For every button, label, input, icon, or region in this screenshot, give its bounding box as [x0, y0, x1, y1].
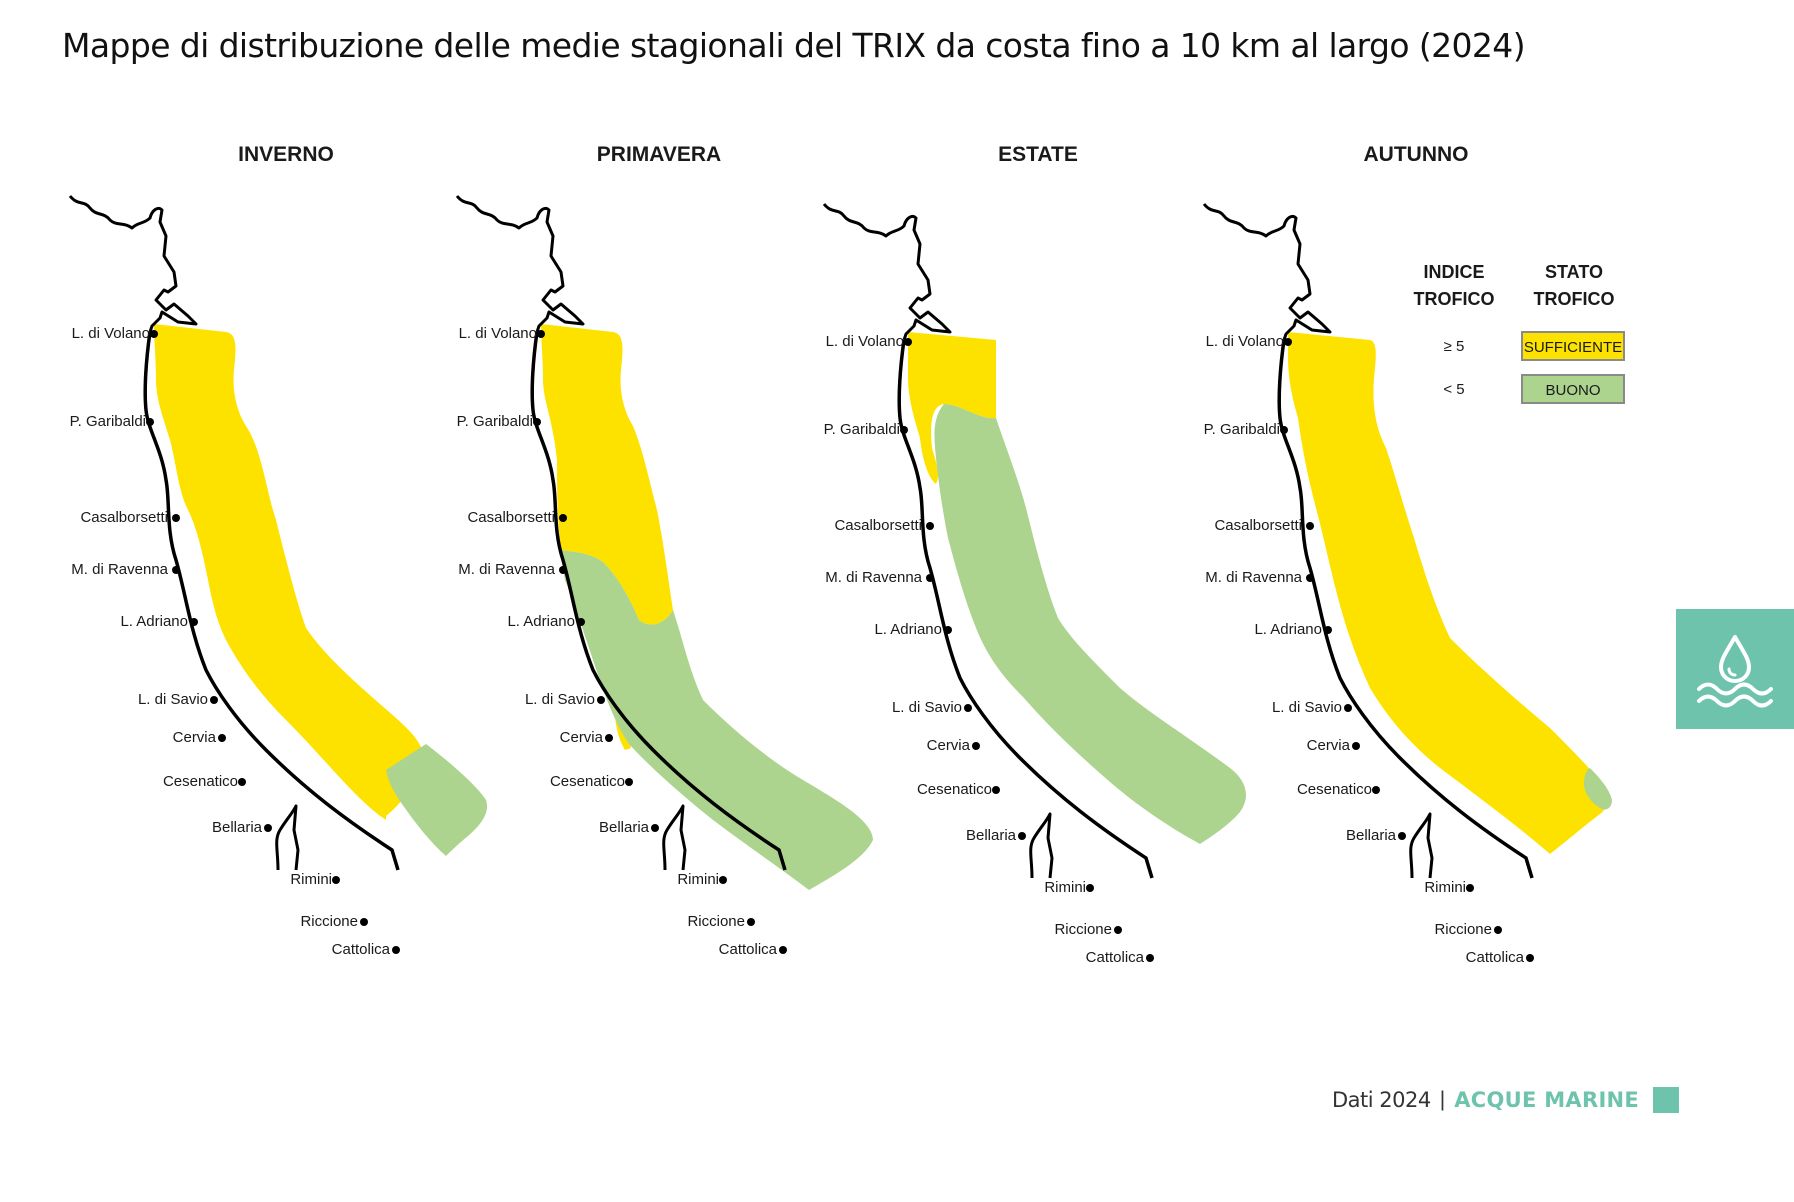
town-label: L. di Savio — [525, 691, 595, 708]
town-label: P. Garibaldi — [824, 421, 900, 438]
town-label: M. di Ravenna — [71, 561, 168, 578]
season-title-autunno: AUTUNNO — [1364, 143, 1469, 166]
town-label: L. di Volano — [459, 325, 537, 342]
map-panel-primavera: PRIMAVERA L. di Volano P. Garibaldi Casa… — [455, 143, 873, 958]
trix-zone-buono — [386, 744, 488, 856]
town-label: Casalborsetti — [467, 509, 555, 526]
town-label: M. di Ravenna — [825, 569, 922, 586]
town-label: Bellaria — [1346, 827, 1397, 844]
town-label: Cesenatico — [550, 773, 625, 790]
legend-index-value: < 5 — [1443, 381, 1464, 398]
page-title: Mappe di distribuzione delle medie stagi… — [62, 26, 1526, 65]
town-label: P. Garibaldi — [1204, 421, 1280, 438]
town-label: M. di Ravenna — [1205, 569, 1302, 586]
town-labels: L. di Volano P. Garibaldi Casalborsetti … — [70, 325, 391, 958]
town-label: Rimini — [1424, 879, 1466, 896]
legend-state-header: TROFICO — [1534, 289, 1615, 309]
trix-zone-buono — [561, 550, 873, 890]
trix-zone-sufficiente — [541, 324, 673, 625]
footer-year: Dati 2024 — [1332, 1088, 1431, 1112]
town-label: Rimini — [677, 871, 719, 888]
town-label: Cattolica — [332, 941, 391, 958]
town-label: Cervia — [1307, 737, 1351, 754]
town-label: M. di Ravenna — [458, 561, 555, 578]
season-title-primavera: PRIMAVERA — [597, 143, 721, 166]
footer: Dati 2024 | ACQUE MARINE — [1332, 1086, 1680, 1114]
town-label: L. Adriano — [874, 621, 942, 638]
town-label: Cattolica — [1466, 949, 1525, 966]
legend-state-header: STATO — [1545, 262, 1603, 282]
town-label: Cervia — [560, 729, 604, 746]
town-label: Cervia — [927, 737, 971, 754]
town-label: L. Adriano — [1254, 621, 1322, 638]
town-label: Cesenatico — [1297, 781, 1372, 798]
footer-section-link[interactable]: ACQUE MARINE — [1454, 1088, 1640, 1112]
town-label: Rimini — [290, 871, 332, 888]
town-label: P. Garibaldi — [70, 413, 146, 430]
legend-index-header: TROFICO — [1414, 289, 1495, 309]
trix-zone-buono — [934, 404, 1246, 844]
trix-zone-sufficiente — [154, 324, 425, 820]
section-tab[interactable] — [1676, 609, 1794, 729]
map-panel-estate: ESTATE L. di Volano P. Garibaldi Casalbo… — [822, 143, 1246, 966]
town-label: Cattolica — [1086, 949, 1145, 966]
town-label: L. di Savio — [1272, 699, 1342, 716]
legend-swatch-sufficiente — [1521, 331, 1625, 361]
town-label: L. di Volano — [826, 333, 904, 350]
town-label: Bellaria — [212, 819, 263, 836]
town-label: L. Adriano — [120, 613, 188, 630]
legend-index-header: INDICE — [1423, 262, 1484, 282]
town-label: L. di Savio — [892, 699, 962, 716]
town-label: Cesenatico — [163, 773, 238, 790]
town-label: L. Adriano — [507, 613, 575, 630]
season-title-estate: ESTATE — [998, 143, 1078, 166]
map-panel-inverno: INVERNO L. di Volano P. Garibaldi Casalb… — [68, 143, 488, 958]
season-title-inverno: INVERNO — [238, 143, 334, 166]
town-label: Rimini — [1044, 879, 1086, 896]
legend-index-value: ≥ 5 — [1444, 338, 1465, 355]
town-label: Riccione — [687, 913, 745, 930]
trix-zone-sufficiente — [908, 332, 996, 484]
town-labels: L. di Volano P. Garibaldi Casalborsetti … — [824, 333, 1145, 966]
town-label: L. di Savio — [138, 691, 208, 708]
town-label: Bellaria — [966, 827, 1017, 844]
map-panel-autunno: AUTUNNO L. di Volano P. Garibaldi Casalb… — [1202, 143, 1625, 966]
town-label: Casalborsetti — [80, 509, 168, 526]
town-label: Riccione — [1054, 921, 1112, 938]
legend-state-label: BUONO — [1545, 382, 1600, 399]
town-label: Riccione — [300, 913, 358, 930]
town-label: L. di Volano — [72, 325, 150, 342]
footer-square-marker — [1653, 1087, 1680, 1113]
town-label: P. Garibaldi — [457, 413, 533, 430]
town-label: Casalborsetti — [834, 517, 922, 534]
town-labels: L. di Volano P. Garibaldi Casalborsetti … — [1204, 333, 1525, 966]
footer-separator: | — [1439, 1088, 1446, 1111]
town-label: L. di Volano — [1206, 333, 1284, 350]
town-labels: L. di Volano P. Garibaldi Casalborsetti … — [457, 325, 778, 958]
legend-state-label: SUFFICIENTE — [1524, 339, 1622, 356]
town-label: Riccione — [1434, 921, 1492, 938]
town-label: Cervia — [173, 729, 217, 746]
trix-zone-buono — [1584, 768, 1612, 810]
town-label: Cattolica — [719, 941, 778, 958]
town-label: Casalborsetti — [1214, 517, 1302, 534]
trix-zone-sufficiente — [1288, 332, 1608, 854]
town-label: Cesenatico — [917, 781, 992, 798]
water-drop-waves-icon — [1697, 635, 1773, 708]
legend: INDICE TROFICO STATO TROFICO ≥ 5 SUFFICI… — [1414, 262, 1625, 404]
town-label: Bellaria — [599, 819, 650, 836]
trix-season-maps: INVERNO L. di Volano P. Garibaldi Casalb… — [68, 143, 1625, 966]
legend-swatch-buono — [1521, 374, 1625, 404]
